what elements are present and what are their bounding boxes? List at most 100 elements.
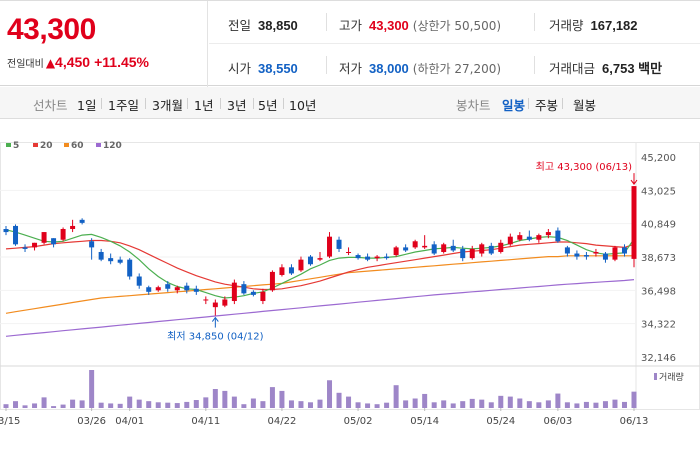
volume-bar — [593, 402, 599, 408]
candle-body — [498, 242, 504, 252]
x-tick-label: 04/11 — [191, 416, 220, 427]
candle-body — [336, 239, 342, 249]
tab-10-years[interactable]: 10년 — [289, 98, 317, 113]
volume-bar — [3, 404, 9, 408]
divider — [220, 98, 221, 109]
candle-body — [250, 291, 256, 295]
volume-legend-label: 거래량 — [659, 371, 684, 383]
stat-value: 38,000 — [369, 61, 409, 76]
candle-body — [403, 247, 409, 251]
volume-bar — [555, 393, 561, 408]
stat-label: 저가 — [339, 61, 363, 76]
candle-body — [555, 230, 561, 242]
legend-swatch-ma5 — [6, 143, 11, 147]
candle-body — [222, 299, 228, 306]
candle-body — [346, 251, 352, 253]
candle-body — [79, 219, 85, 223]
volume-bar — [612, 399, 618, 408]
volume-bar — [545, 400, 551, 408]
volume-bar — [193, 400, 199, 408]
candle-body — [70, 225, 76, 230]
stat-high: 고가 43,300 (상한가 50,500) — [339, 15, 501, 34]
legend-swatch-ma20 — [33, 143, 38, 147]
candle-body — [479, 244, 485, 254]
max-arrow-head — [630, 179, 638, 185]
volume-legend-swatch — [654, 373, 657, 380]
y-tick-label: 34,322 — [641, 320, 676, 331]
volume-bar — [231, 396, 237, 408]
candle-body — [146, 287, 152, 292]
volume-bar — [431, 402, 437, 408]
change-row: 전일대비 ▲4,450 +11.45% — [7, 54, 149, 71]
stock-chart[interactable]: 45,200 43,025 40,849 38,673 36,498 34,322 32,1… — [0, 120, 700, 450]
candle-body — [269, 271, 275, 291]
volume-bar — [460, 401, 466, 408]
volume-bar — [212, 389, 218, 408]
candle-body — [98, 251, 104, 260]
stat-grid: 전일 38,850 고가 43,300 (상한가 50,500) 거래량 167,18… — [209, 1, 700, 87]
candle-body — [13, 225, 19, 245]
stat-label: 시가 — [228, 61, 252, 76]
stat-low: 저가 38,000 (하한가 27,200) — [339, 58, 501, 77]
divider — [283, 98, 284, 109]
max-price-annotation: 최고 43,300 (06/13) — [536, 161, 632, 173]
stat-row-2: 시가 38,550 저가 38,000 (하한가 27,200) 거래대금 6,753… — [209, 44, 700, 87]
tab-monthly-candle[interactable]: 월봉 — [573, 98, 597, 113]
candle-body — [574, 253, 580, 257]
candle-body — [536, 235, 542, 240]
candle-body — [288, 267, 294, 274]
current-price: 43,300 — [7, 13, 96, 46]
candle-body — [3, 229, 9, 233]
stat-label: 거래량 — [549, 18, 584, 33]
candle-body — [298, 259, 304, 271]
tab-5-years[interactable]: 5년 — [258, 98, 278, 113]
tab-1-day[interactable]: 1일 — [77, 98, 97, 113]
tab-1-year[interactable]: 1년 — [194, 98, 214, 113]
divider — [145, 98, 146, 109]
chart-svg[interactable]: 45,200 43,025 40,849 38,673 36,498 34,322 32,1… — [0, 120, 700, 450]
candle-body — [174, 287, 180, 291]
candle-body — [365, 256, 371, 260]
divider — [326, 56, 327, 74]
change-value: 4,450 — [55, 54, 91, 70]
legend-label: 60 — [71, 141, 84, 151]
stat-value: 167,182 — [590, 18, 638, 33]
volume-bar — [136, 399, 142, 408]
min-arrow-head — [211, 316, 219, 322]
legend-swatch-ma120 — [96, 143, 101, 147]
volume-bar — [355, 402, 361, 408]
tab-weekly-candle[interactable]: 주봉 — [535, 98, 559, 113]
price-summary: 43,300 전일대비 ▲4,450 +11.45% — [0, 1, 208, 87]
candle-body — [117, 259, 123, 263]
volume-bar — [117, 403, 123, 408]
stat-prev-close: 전일 38,850 — [228, 15, 298, 34]
stat-label: 전일 — [228, 18, 252, 33]
x-tick-label: 06/03 — [543, 416, 572, 427]
volume-bar — [536, 402, 542, 408]
candle-body — [279, 267, 285, 275]
stat-value: 38,550 — [258, 61, 298, 76]
x-tick-label: 05/14 — [410, 416, 439, 427]
divider — [534, 13, 535, 31]
volume-bar — [279, 390, 285, 408]
divider — [187, 98, 188, 109]
candle-body — [32, 242, 38, 248]
tab-3-years[interactable]: 3년 — [227, 98, 247, 113]
volume-bar — [365, 403, 371, 408]
candle-body — [526, 236, 532, 240]
divider — [534, 56, 535, 74]
candle-body — [155, 287, 161, 291]
tab-3-months[interactable]: 3개월 — [152, 98, 183, 113]
stat-label: 고가 — [339, 18, 363, 33]
divider — [528, 98, 529, 109]
change-label: 전일대비 — [7, 59, 44, 70]
up-triangle-icon: ▲ — [45, 56, 56, 70]
x-tick-label: 04/22 — [268, 416, 297, 427]
tab-1-week[interactable]: 1주일 — [108, 98, 139, 113]
volume-bar — [269, 387, 275, 408]
volume-bar — [288, 400, 294, 408]
tab-daily-candle[interactable]: 일봉 — [502, 98, 526, 113]
volume-bar — [374, 404, 380, 408]
volume-bar — [583, 401, 589, 408]
candle-body — [507, 236, 513, 245]
